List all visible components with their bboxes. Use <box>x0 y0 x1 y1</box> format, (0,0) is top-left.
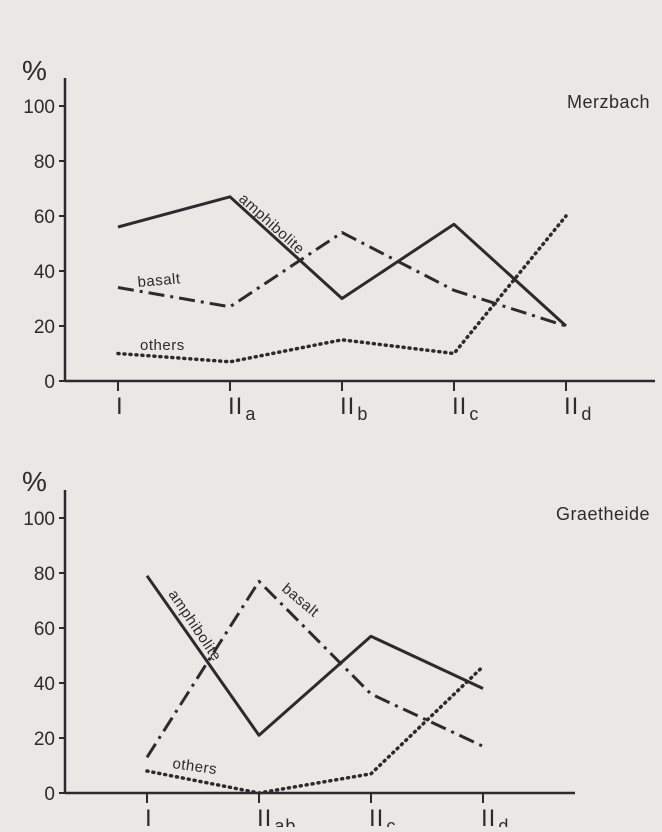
x-tick-main: II <box>452 393 467 420</box>
x-tick-main: I <box>116 393 124 420</box>
x-tick-main: II <box>564 393 579 420</box>
series-line-amphibolite <box>147 576 483 736</box>
x-tick-subscript: d <box>581 404 592 424</box>
y-tick-label: 40 <box>34 262 55 283</box>
x-tick-label: II ab <box>257 805 296 827</box>
y-axis-label: % <box>22 466 47 497</box>
x-tick-subscript: c <box>386 816 396 827</box>
x-tick-subscript: c <box>469 404 479 424</box>
x-tick-main: II <box>257 805 272 827</box>
x-tick-label: I <box>116 393 124 420</box>
x-tick-subscript: d <box>498 816 509 827</box>
x-tick-label: II d <box>564 393 592 424</box>
y-tick-label: 60 <box>34 619 55 640</box>
x-tick-label: II b <box>340 393 368 424</box>
x-tick-label: II a <box>228 393 256 424</box>
series-label-basalt: basalt <box>278 580 322 621</box>
x-tick-subscript: a <box>245 404 256 424</box>
chart-title: Graetheide <box>556 504 650 524</box>
y-tick-label: 80 <box>34 564 55 585</box>
x-tick-main: II <box>340 393 355 420</box>
y-tick-label: 100 <box>23 509 55 530</box>
y-tick-label: 0 <box>44 372 55 393</box>
series-line-basalt <box>118 233 566 327</box>
x-tick-main: II <box>481 805 496 827</box>
y-tick-label: 0 <box>44 784 55 805</box>
x-tick-subscript: b <box>357 404 368 424</box>
x-tick-label: II c <box>369 805 396 827</box>
x-tick-label: II d <box>481 805 509 827</box>
series-label-basalt: basalt <box>137 270 182 291</box>
x-tick-subscript: ab <box>274 816 296 827</box>
x-tick-main: II <box>369 805 384 827</box>
y-tick-label: 40 <box>34 674 55 695</box>
x-tick-label: II c <box>452 393 479 424</box>
series-label-others: others <box>140 337 185 354</box>
x-tick-main: II <box>228 393 243 420</box>
y-tick-label: 20 <box>34 729 55 750</box>
y-axis-label: % <box>22 55 47 86</box>
y-tick-label: 60 <box>34 207 55 228</box>
series-label-amphibolite: amphibolite <box>235 190 307 258</box>
chart-title: Merzbach <box>567 92 650 112</box>
y-tick-label: 100 <box>23 97 55 118</box>
y-tick-label: 20 <box>34 317 55 338</box>
y-tick-label: 80 <box>34 152 55 173</box>
x-tick-main: I <box>145 805 153 827</box>
series-label-amphibolite: amphibolite <box>165 587 225 665</box>
series-line-amphibolite <box>118 197 566 326</box>
x-tick-label: I <box>145 805 153 827</box>
series-label-others: others <box>171 755 218 778</box>
series-line-others <box>118 216 566 362</box>
